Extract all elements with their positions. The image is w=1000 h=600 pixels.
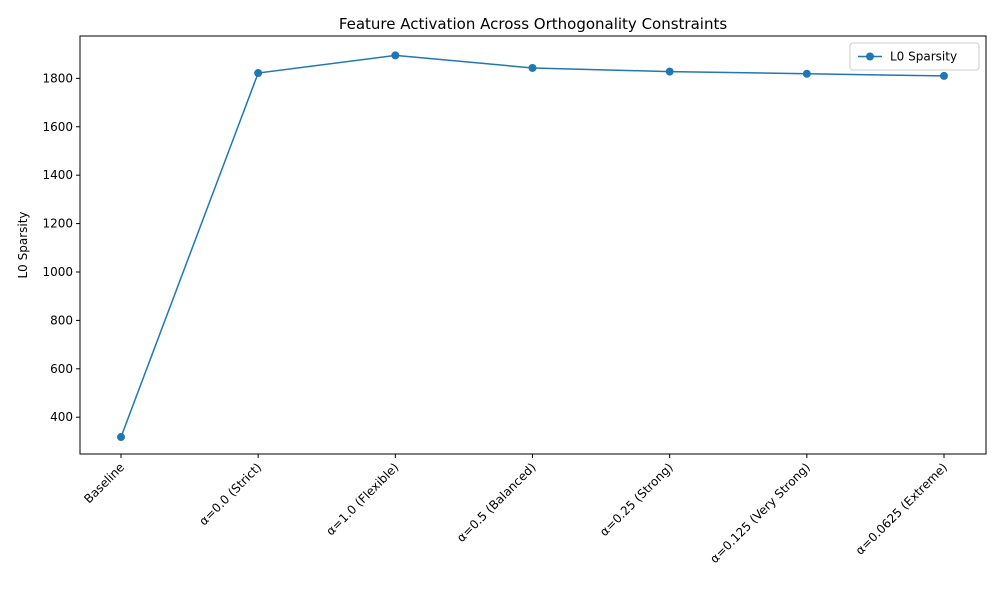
legend-box [849,42,980,71]
x-tick-label: α=0.5 (Balanced) [454,460,539,545]
x-tick-label: α=0.25 (Strong) [597,460,676,539]
y-axis-label: L0 Sparsity [16,211,30,278]
y-tick-label: 800 [50,313,73,327]
series-group [117,51,948,442]
y-tick-label: 400 [50,410,73,424]
y-tick-label: 1000 [42,265,73,279]
y-tick-label: 1600 [42,120,73,134]
x-tick-label: α=0.125 (Very Strong) [707,460,813,566]
x-axis-ticks: Baseline α=0.0 (Strict) α=1.0 (Flexible) α=… [81,454,950,566]
data-point [940,71,948,80]
data-point [665,67,674,76]
y-tick-label: 1800 [42,71,73,85]
legend-marker [866,52,874,61]
data-point [528,63,537,72]
legend: L0 Sparsity [849,42,980,71]
plot-background [80,36,986,454]
data-point [802,69,811,78]
data-point [117,433,125,442]
chart-title: Feature Activation Across Orthogonality … [339,15,728,33]
x-tick-label: α=1.0 (Flexible) [323,460,401,538]
x-tick-label: α=0.0625 (Extreme) [853,460,950,557]
y-tick-label: 600 [50,362,73,376]
y-tick-label: 1200 [42,217,73,231]
x-tick-label: Baseline [81,460,127,506]
y-axis-ticks: 400 600 800 1000 1200 1400 1600 1800 [42,71,80,424]
legend-label: L0 Sparsity [890,50,957,64]
data-point [254,69,263,78]
plot-frame [79,35,987,455]
y-tick-label: 1400 [42,168,73,182]
x-tick-label: α=0.0 (Strict) [196,460,264,528]
data-point [391,51,400,60]
